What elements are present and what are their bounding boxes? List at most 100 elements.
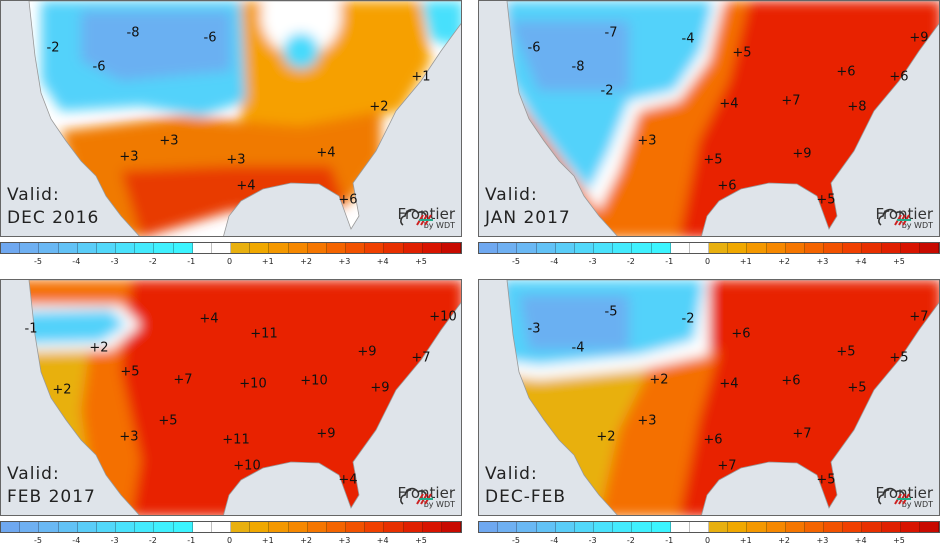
colorbar-cell bbox=[517, 522, 537, 532]
colorbar-cell bbox=[574, 522, 595, 532]
colorbar-cell bbox=[632, 243, 652, 253]
colorbar-tick: +3 bbox=[338, 257, 351, 266]
anomaly-label: +5 bbox=[158, 413, 178, 429]
frontier-logo: Frontier by WDT bbox=[875, 486, 933, 510]
colorbar-cell bbox=[843, 522, 863, 532]
anomaly-label: +11 bbox=[250, 326, 278, 342]
colorbar-legend: -5 -4 -3 -2 -1 0 +1 +2 +3 +4 +5 bbox=[478, 517, 940, 547]
anomaly-label: +5 bbox=[816, 192, 836, 208]
anomaly-label: +5 bbox=[732, 45, 752, 61]
colorbar-cell bbox=[116, 522, 136, 532]
colorbar-cell bbox=[747, 522, 767, 532]
colorbar-tick: +2 bbox=[300, 536, 312, 545]
colorbar-cell bbox=[288, 522, 308, 532]
colorbar-cell bbox=[231, 522, 251, 532]
anomaly-label: +5 bbox=[889, 350, 909, 366]
anomaly-map-panel: -6 -7 -4 -8 -2 +5 +6 +9 +6 +4 +7 +8 +3 +9 +5 +6 +5 Valid:… bbox=[478, 0, 940, 237]
anomaly-label: +2 bbox=[369, 99, 389, 115]
colorbar-tick: -5 bbox=[34, 257, 42, 266]
colorbar-cell bbox=[689, 522, 710, 532]
colorbar-cell bbox=[346, 243, 366, 253]
colorbar-cell bbox=[39, 522, 59, 532]
anomaly-label: -7 bbox=[604, 25, 618, 41]
valid-period: Valid: FEB 2017 bbox=[7, 463, 96, 509]
colorbar-cell bbox=[862, 522, 882, 532]
colorbar-legend: -5 -4 -3 -2 -1 0 +1 +2 +3 +4 +5 bbox=[478, 238, 940, 268]
anomaly-map-panel: -2 -8 -6 -6 +1 +2 +3 +3 +3 +4 +4 +6 Valid: DEC 2016 Fr… bbox=[0, 0, 462, 237]
colorbar-cell bbox=[154, 243, 174, 253]
anomaly-label: +5 bbox=[120, 364, 140, 380]
colorbar-cell bbox=[862, 243, 882, 253]
colorbar-tick: -2 bbox=[626, 536, 635, 545]
anomaly-label: +7 bbox=[717, 458, 737, 474]
colorbar-cell bbox=[766, 243, 786, 253]
coastline bbox=[506, 1, 939, 236]
anomaly-label: +2 bbox=[596, 429, 616, 445]
colorbar-cell bbox=[77, 522, 97, 532]
colorbar-tick: -5 bbox=[34, 536, 42, 545]
anomaly-label: -3 bbox=[527, 321, 541, 337]
colorbar-tick: -2 bbox=[148, 536, 157, 545]
colorbar-tick: -4 bbox=[550, 536, 559, 545]
colorbar-cell bbox=[269, 522, 289, 532]
colorbar-tick: -1 bbox=[665, 536, 674, 545]
colorbar-tick: -1 bbox=[187, 257, 196, 266]
colorbar-cell bbox=[498, 243, 518, 253]
anomaly-label: -8 bbox=[571, 59, 585, 75]
anomaly-map-panel: -3 -5 -2 -4 +6 +7 +5 +5 +2 +4 +6 +5 +2 +3 +6 +7 +7 +5 Vali… bbox=[478, 279, 940, 516]
valid-period: Valid: DEC-FEB bbox=[485, 463, 566, 509]
colorbar-cell bbox=[594, 522, 614, 532]
anomaly-label: -6 bbox=[527, 40, 541, 56]
colorbar-tick: +4 bbox=[376, 536, 389, 545]
anomaly-label: +6 bbox=[338, 192, 358, 208]
colorbar-tick: +3 bbox=[816, 257, 829, 266]
colorbar-cell bbox=[824, 522, 844, 532]
colorbar-cell bbox=[689, 243, 710, 253]
valid-date: FEB 2017 bbox=[7, 487, 96, 507]
colorbar-tick: +1 bbox=[739, 257, 752, 266]
map-canvas bbox=[506, 280, 939, 515]
colorbar-tick: 0 bbox=[704, 536, 711, 545]
anomaly-label: +11 bbox=[222, 432, 250, 448]
colorbar-cell bbox=[766, 522, 786, 532]
colorbar-tick: 0 bbox=[704, 257, 711, 266]
colorbar-legend: -5 -4 -3 -2 -1 0 +1 +2 +3 +4 +5 bbox=[0, 238, 462, 268]
anomaly-label: +10 bbox=[300, 373, 328, 389]
colorbar-cell bbox=[709, 243, 729, 253]
anomaly-label: -8 bbox=[126, 25, 140, 41]
anomaly-label: -6 bbox=[203, 30, 217, 46]
colorbar-tick: +2 bbox=[778, 536, 790, 545]
anomaly-label: -6 bbox=[92, 59, 106, 75]
colorbar-cell bbox=[269, 243, 289, 253]
anomaly-region bbox=[121, 166, 346, 236]
coastline bbox=[506, 280, 939, 515]
anomaly-label: -4 bbox=[571, 340, 585, 356]
map-canvas bbox=[28, 280, 461, 515]
colorbar-cell bbox=[192, 243, 212, 253]
colorbar-cell bbox=[498, 522, 518, 532]
colorbar-cell bbox=[1, 522, 21, 532]
valid-prefix: Valid: bbox=[7, 185, 60, 205]
colorbar-cell bbox=[192, 522, 212, 532]
colorbar-legend: -5 -4 -3 -2 -1 0 +1 +2 +3 +4 +5 bbox=[0, 517, 462, 547]
anomaly-label: +7 bbox=[792, 426, 812, 442]
anomaly-label: +5 bbox=[816, 472, 836, 488]
colorbar-cell bbox=[211, 522, 232, 532]
anomaly-label: +9 bbox=[316, 426, 336, 442]
colorbar-tick: -1 bbox=[665, 257, 674, 266]
valid-prefix: Valid: bbox=[485, 464, 538, 484]
anomaly-label: +9 bbox=[370, 380, 390, 396]
anomaly-label: +7 bbox=[909, 309, 929, 325]
colorbar-cell bbox=[20, 522, 40, 532]
anomaly-label: +4 bbox=[316, 145, 336, 161]
colorbar-tick: +1 bbox=[261, 257, 274, 266]
anomaly-label: +6 bbox=[889, 69, 909, 85]
frontier-logo: Frontier by WDT bbox=[397, 486, 455, 510]
anomaly-label: +5 bbox=[836, 344, 856, 360]
colorbar-cell bbox=[594, 243, 614, 253]
colorbar-cell bbox=[403, 522, 423, 532]
colorbar-cell bbox=[307, 522, 327, 532]
colorbar-cell bbox=[211, 243, 232, 253]
colorbar-cell bbox=[919, 243, 940, 253]
anomaly-label: +10 bbox=[429, 309, 457, 325]
